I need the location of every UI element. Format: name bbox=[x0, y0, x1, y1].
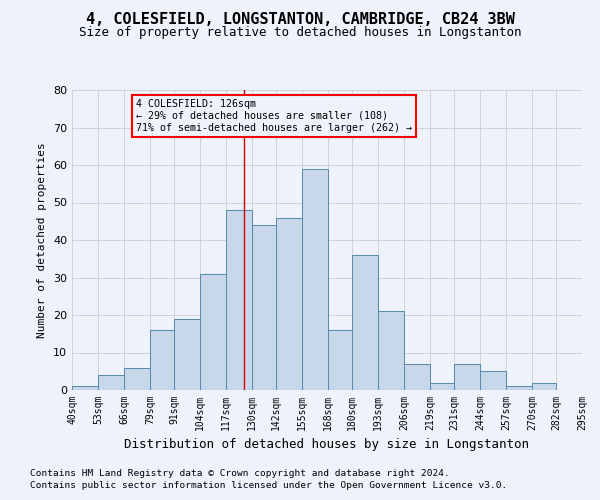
Bar bbox=[430, 382, 454, 390]
Bar bbox=[174, 319, 200, 390]
Text: Contains HM Land Registry data © Crown copyright and database right 2024.: Contains HM Land Registry data © Crown c… bbox=[30, 468, 450, 477]
Bar bbox=[352, 255, 378, 390]
Bar bbox=[124, 368, 150, 390]
Text: 4 COLESFIELD: 126sqm
← 29% of detached houses are smaller (108)
71% of semi-deta: 4 COLESFIELD: 126sqm ← 29% of detached h… bbox=[136, 100, 412, 132]
Text: Size of property relative to detached houses in Longstanton: Size of property relative to detached ho… bbox=[79, 26, 521, 39]
Text: Contains public sector information licensed under the Open Government Licence v3: Contains public sector information licen… bbox=[30, 481, 507, 490]
Bar bbox=[328, 330, 352, 390]
Bar bbox=[302, 169, 328, 390]
X-axis label: Distribution of detached houses by size in Longstanton: Distribution of detached houses by size … bbox=[125, 438, 530, 452]
Bar bbox=[276, 218, 302, 390]
Bar bbox=[150, 330, 174, 390]
Bar bbox=[454, 364, 480, 390]
Bar bbox=[404, 364, 430, 390]
Bar bbox=[98, 375, 124, 390]
Bar bbox=[72, 386, 98, 390]
Bar bbox=[378, 311, 404, 390]
Bar bbox=[532, 382, 556, 390]
Bar bbox=[226, 210, 252, 390]
Y-axis label: Number of detached properties: Number of detached properties bbox=[37, 142, 47, 338]
Bar bbox=[480, 371, 506, 390]
Text: 4, COLESFIELD, LONGSTANTON, CAMBRIDGE, CB24 3BW: 4, COLESFIELD, LONGSTANTON, CAMBRIDGE, C… bbox=[86, 12, 514, 28]
Bar bbox=[200, 274, 226, 390]
Bar bbox=[506, 386, 532, 390]
Bar bbox=[252, 225, 276, 390]
